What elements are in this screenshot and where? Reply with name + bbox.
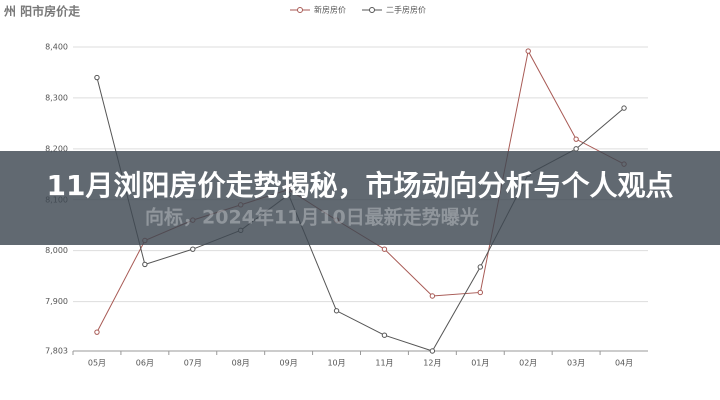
y-tick-label: 8,300 xyxy=(45,93,68,102)
x-tick-label: 03月 xyxy=(567,359,585,368)
banner-title: 11月浏阳房价走势揭秘，市场动向分析与个人观点 xyxy=(46,169,674,202)
point xyxy=(573,136,579,142)
point xyxy=(477,264,483,270)
point xyxy=(477,289,483,296)
x-tick-label: 05月 xyxy=(88,359,106,368)
point xyxy=(94,329,100,335)
x-tick-label: 11月 xyxy=(375,359,393,368)
x-tick-label: 07月 xyxy=(184,359,202,368)
x-tick-label: 02月 xyxy=(519,359,537,368)
point xyxy=(429,348,436,354)
point xyxy=(381,332,388,338)
y-tick-label: 7,803 xyxy=(45,347,68,356)
banner-subtitle: 向标，2024年11月10日最新走势曝光 xyxy=(145,206,479,229)
x-tick-label: 10月 xyxy=(327,359,345,368)
y-tick-label: 8,200 xyxy=(45,144,68,153)
legend-marker xyxy=(297,7,303,13)
legend-marker xyxy=(369,7,375,13)
point xyxy=(190,246,196,252)
legend-label: 二手房房价 xyxy=(386,5,426,15)
point xyxy=(381,246,388,252)
x-tick-label: 04月 xyxy=(615,359,633,368)
point xyxy=(525,48,531,54)
banner xyxy=(0,151,720,245)
point xyxy=(573,146,579,152)
x-tick-label: 06月 xyxy=(136,359,154,368)
y-tick-label: 8,000 xyxy=(45,246,68,255)
point xyxy=(333,308,340,314)
y-tick-label: 7,900 xyxy=(45,297,68,306)
x-tick-label: 12月 xyxy=(423,359,441,368)
y-tick-label: 8,400 xyxy=(45,43,68,52)
point xyxy=(142,261,148,268)
point xyxy=(621,105,627,111)
x-tick-label: 01月 xyxy=(471,359,489,368)
x-tick-label: 08月 xyxy=(232,359,250,368)
point xyxy=(429,293,436,299)
legend-label: 新房房价 xyxy=(314,5,346,15)
point xyxy=(94,74,100,81)
chart-title: 州 阳市房价走 xyxy=(3,4,80,19)
x-tick-label: 09月 xyxy=(280,359,298,368)
